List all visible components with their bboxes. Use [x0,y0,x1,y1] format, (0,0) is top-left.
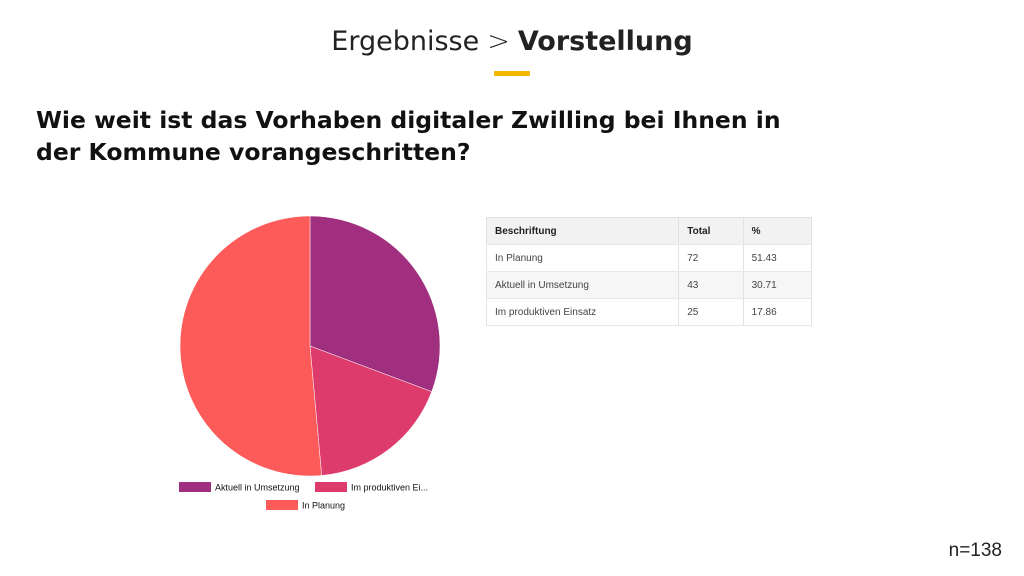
legend-label: Aktuell in Umsetzung [215,483,300,493]
legend-label: Im produktiven Ei... [351,483,428,493]
question-line-1: Wie weit ist das Vorhaben digitaler Zwil… [36,106,781,134]
pie-slice-in-planung [179,215,322,477]
legend-item: Aktuell in Umsetzung [179,482,300,493]
pie-slice-aktuell-in-umsetzung [309,215,441,392]
header-accent-bar [494,71,530,76]
legend-item: In Planung [266,500,345,511]
legend-swatch [179,482,211,492]
column-header-total: Total [678,217,744,245]
pie-chart: Aktuell in Umsetzung Im produktiven Ei...… [165,205,465,525]
table-row: Aktuell in Umsetzung 43 30.71 [486,271,812,299]
legend-swatch [315,482,347,492]
cell-total: 25 [678,298,744,326]
cell-percent: 17.86 [743,298,812,326]
page-header: Ergebnisse > Vorstellung [0,26,1024,57]
pie-chart-svg: Aktuell in Umsetzung Im produktiven Ei...… [179,215,441,511]
question-line-2: der Kommune vorangeschritten? [36,138,471,166]
table-header-row: Beschriftung Total % [486,217,812,245]
cell-total: 43 [678,271,744,299]
cell-total: 72 [678,244,744,272]
table-row: Im produktiven Einsatz 25 17.86 [486,298,812,326]
cell-label: Aktuell in Umsetzung [486,271,680,299]
legend-label: In Planung [302,501,345,511]
column-header-label: Beschriftung [486,217,680,245]
table-row: In Planung 72 51.43 [486,244,812,272]
breadcrumb-separator: > [487,26,510,57]
breadcrumb-section: Ergebnisse [331,26,480,57]
sample-size-note: n=138 [948,540,1002,561]
breadcrumb-current: Vorstellung [517,26,693,57]
legend-swatch [266,500,298,510]
legend-item: Im produktiven Ei... [315,482,428,493]
cell-label: In Planung [486,244,680,272]
cell-percent: 30.71 [743,271,812,299]
results-table: Beschriftung Total % In Planung 72 51.43… [486,217,812,326]
cell-label: Im produktiven Einsatz [486,298,680,326]
question-title: Wie weit ist das Vorhaben digitaler Zwil… [36,104,796,168]
pie-slice-im-produktiven-einsatz [309,345,433,476]
column-header-percent: % [743,217,812,245]
cell-percent: 51.43 [743,244,812,272]
